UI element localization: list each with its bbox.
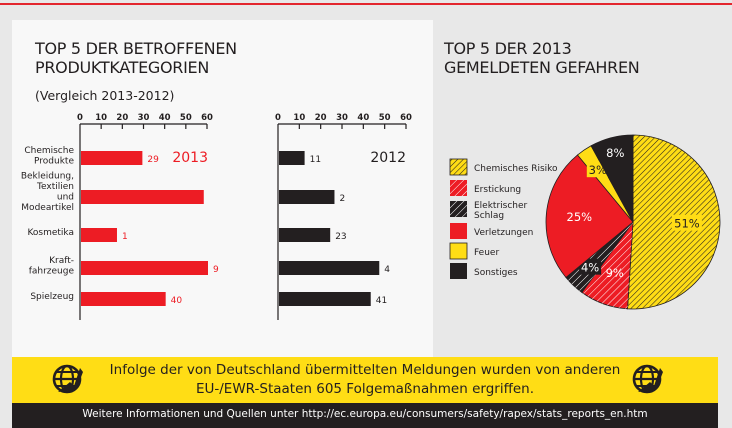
bar bbox=[81, 190, 204, 204]
x-tick-label: 20 bbox=[116, 113, 128, 123]
legend-label: Sonstiges bbox=[474, 268, 518, 278]
category-label: Textilien bbox=[36, 182, 74, 192]
category-label: Spielzeug bbox=[30, 292, 74, 302]
legend-swatch-hatch bbox=[450, 201, 467, 217]
bar bbox=[279, 292, 371, 306]
x-tick-label: 60 bbox=[201, 113, 213, 123]
data-label: 40 bbox=[171, 296, 183, 306]
legend-swatch-hatch bbox=[450, 180, 467, 196]
bar bbox=[279, 228, 331, 242]
right-title-line1: TOP 5 DER 2013 bbox=[444, 39, 572, 58]
x-tick-label: 40 bbox=[357, 113, 369, 123]
legend-label: Elektrischer bbox=[474, 201, 528, 211]
banner-line1: Infolge der von Deutschland übermittelte… bbox=[109, 362, 621, 378]
legend-label: Chemisches Risiko bbox=[474, 164, 558, 174]
category-label: und bbox=[57, 192, 74, 202]
pie-label-box bbox=[579, 258, 602, 275]
category-label: Chemische bbox=[24, 146, 74, 156]
legend-label: Verletzungen bbox=[474, 228, 533, 238]
banner-line2: EU-/EWR-Staaten 605 Folgemaßnahmen ergri… bbox=[195, 381, 535, 397]
category-label: fahrzeuge bbox=[29, 266, 75, 276]
legend-label: Schlag bbox=[474, 211, 504, 221]
bar bbox=[279, 151, 305, 165]
pie-label: 8% bbox=[606, 146, 624, 160]
info-banner: Infolge der von Deutschland übermittelte… bbox=[12, 357, 718, 403]
pie-slice bbox=[545, 154, 634, 279]
x-tick-label: 30 bbox=[336, 113, 348, 123]
category-label: Bekleidung, bbox=[21, 171, 74, 181]
banner-text: Infolge der von Deutschland übermittelte… bbox=[72, 361, 658, 399]
pie-chart: 51%9%4%25%3%8% bbox=[545, 134, 721, 310]
x-tick-label: 50 bbox=[180, 113, 192, 123]
globe-icon bbox=[632, 364, 663, 394]
legend-label: Erstickung bbox=[474, 185, 521, 195]
bar bbox=[81, 151, 143, 165]
data-label: 29 bbox=[147, 155, 159, 165]
data-label: 4 bbox=[384, 265, 390, 275]
right-title-line2: GEMELDETEN GEFAHREN bbox=[444, 58, 640, 77]
bar bbox=[81, 228, 117, 242]
data-label: 41 bbox=[376, 296, 387, 306]
right-title: TOP 5 DER 2013 GEMELDETEN GEFAHREN bbox=[444, 39, 640, 77]
left-title-line1: TOP 5 DER BETROFFENEN bbox=[35, 39, 237, 58]
left-subtitle: (Vergleich 2013-2012) bbox=[35, 88, 175, 103]
footer-bar: Weitere Informationen und Quellen unter … bbox=[12, 403, 718, 428]
pie-label: 4% bbox=[581, 261, 599, 275]
bar bbox=[279, 261, 380, 275]
data-label: 2 bbox=[339, 194, 345, 204]
pie-label: 25% bbox=[567, 210, 593, 224]
bar-chart-2012: 0 10 20 30 40 50 60 11 2 23 4 41 2012 bbox=[275, 113, 412, 320]
data-label: 23 bbox=[335, 232, 346, 242]
pie-label: 51% bbox=[674, 217, 700, 231]
x-tick-label: 0 bbox=[275, 113, 281, 123]
category-label: Kosmetika bbox=[27, 228, 74, 238]
legend-swatch-hatch bbox=[450, 159, 467, 175]
data-label: 9 bbox=[213, 265, 219, 275]
x-tick-label: 20 bbox=[315, 113, 327, 123]
x-tick-label: 50 bbox=[379, 113, 391, 123]
left-title: TOP 5 DER BETROFFENEN PRODUKTKATEGORIEN bbox=[35, 39, 237, 77]
data-label: 1 bbox=[122, 232, 128, 242]
year-label: 2013 bbox=[172, 150, 208, 166]
legend-label: Feuer bbox=[474, 248, 499, 258]
x-tick-label: 10 bbox=[95, 113, 107, 123]
pie-label-box bbox=[671, 214, 702, 231]
category-label: Kraft- bbox=[49, 256, 74, 266]
top-accent-line bbox=[0, 3, 732, 5]
x-tick-label: 30 bbox=[138, 113, 150, 123]
footer-text[interactable]: Weitere Informationen und Quellen unter … bbox=[82, 408, 648, 420]
x-tick-label: 10 bbox=[293, 113, 305, 123]
left-title-line2: PRODUKTKATEGORIEN bbox=[35, 58, 210, 77]
pie-legend: Chemisches RisikoErstickungElektrischerS… bbox=[449, 158, 558, 279]
year-label: 2012 bbox=[370, 150, 406, 166]
category-label: Produkte bbox=[34, 156, 74, 166]
legend-swatch bbox=[450, 223, 467, 239]
x-tick-label: 60 bbox=[400, 113, 412, 123]
bar bbox=[279, 190, 335, 204]
category-label: Modeartikel bbox=[21, 203, 74, 213]
globe-icon bbox=[52, 364, 83, 394]
x-tick-label: 40 bbox=[159, 113, 171, 123]
bar bbox=[81, 292, 166, 306]
bar bbox=[81, 261, 208, 275]
data-label: 11 bbox=[310, 155, 321, 165]
pie-slice-hatch bbox=[565, 222, 633, 293]
pie-label: 9% bbox=[606, 266, 624, 280]
pie-slice bbox=[590, 134, 634, 223]
x-tick-label: 0 bbox=[77, 113, 83, 123]
legend-swatch bbox=[449, 242, 468, 260]
legend-swatch bbox=[450, 263, 467, 279]
pie-slice-hatch bbox=[581, 222, 633, 309]
